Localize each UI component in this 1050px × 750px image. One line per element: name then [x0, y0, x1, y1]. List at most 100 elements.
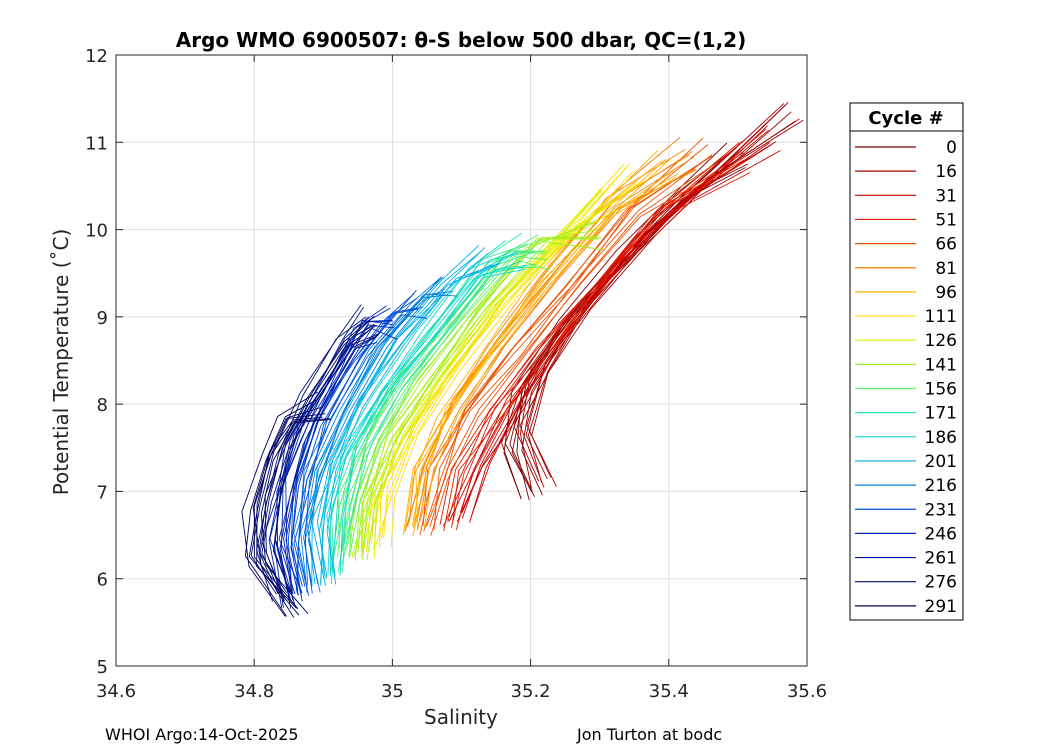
series-line-cycle-216: [303, 276, 444, 586]
legend-label-96: 96: [935, 283, 957, 303]
series-line-cycle-216: [307, 291, 453, 585]
legend-label-201: 201: [925, 452, 957, 472]
series-line-cycle-141: [352, 238, 599, 559]
legend: Cycle # 0 16 31 51 66 81 96 111 126 141 156 171 186 2…: [849, 102, 964, 621]
series-line-cycle-291: [244, 399, 318, 617]
legend-label-31: 31: [935, 186, 957, 206]
y-tick-label: 10: [85, 221, 108, 242]
series-line-cycle-171: [330, 251, 532, 572]
series-line-cycle-31: [469, 150, 781, 523]
x-tick-label: 35.6: [787, 681, 827, 702]
series-line-cycle-186: [326, 250, 519, 577]
series-line-cycle-276: [264, 324, 377, 602]
y-tick-label: 7: [97, 482, 108, 503]
series-line-cycle-201: [320, 264, 493, 586]
series-line-cycle-126: [373, 209, 616, 558]
series-line-cycle-0: [503, 142, 728, 499]
legend-label-16: 16: [935, 162, 957, 182]
legend-entries: 0 16 31 51 66 81 96 111 126 141 156 171 186 201 216 231…: [855, 138, 957, 617]
series-line-cycle-66: [433, 154, 713, 531]
series-line-cycle-156: [348, 256, 548, 558]
legend-label-141: 141: [925, 355, 957, 375]
series-line-cycle-96: [404, 149, 659, 532]
y-tick-label: 8: [97, 395, 108, 416]
legend-label-246: 246: [925, 524, 957, 544]
series-line-cycle-171: [341, 266, 537, 565]
series-line-cycle-291: [252, 416, 323, 618]
y-tick-label: 9: [97, 308, 108, 329]
x-axis-label: Salinity: [424, 705, 498, 729]
series-line-cycle-96: [412, 170, 674, 536]
x-tick-label: 35: [381, 681, 404, 702]
series-line-cycle-186: [339, 266, 526, 576]
y-tick-label: 5: [97, 657, 108, 678]
legend-label-231: 231: [925, 500, 957, 520]
series-line-cycle-246: [290, 324, 395, 602]
series-line-cycle-186: [329, 269, 525, 577]
series-line-cycle-66: [430, 164, 714, 536]
legend-label-51: 51: [935, 210, 957, 230]
series-line-cycle-51: [450, 172, 751, 528]
series-line-cycle-96: [402, 160, 663, 536]
series-line-cycle-66: [429, 173, 716, 528]
series-line-cycle-291: [253, 418, 330, 610]
legend-title: Cycle #: [868, 108, 943, 129]
series-line-cycle-66: [423, 144, 709, 532]
series-line-cycle-201: [311, 245, 480, 588]
series-line-cycle-291: [248, 413, 326, 616]
series-line-cycle-261: [274, 316, 369, 608]
series-line-cycle-66: [419, 155, 712, 536]
series-line-cycle-171: [329, 243, 528, 575]
series-line-cycle-31: [459, 125, 768, 513]
series-line-cycle-96: [413, 176, 677, 528]
legend-label-111: 111: [925, 307, 957, 327]
series-line-cycle-51: [439, 141, 740, 525]
series-line-cycle-231: [297, 314, 428, 596]
series-layer: [241, 101, 804, 618]
y-axis-label: Potential Temperature (˚C): [49, 229, 73, 496]
series-line-cycle-126: [373, 202, 612, 551]
axes-box: [115, 54, 808, 667]
legend-label-276: 276: [925, 573, 957, 593]
legend-label-66: 66: [935, 235, 957, 255]
legend-label-291: 291: [925, 597, 957, 617]
legend-label-261: 261: [925, 549, 957, 569]
series-line-cycle-186: [330, 260, 522, 585]
footer-author: Jon Turton at bodc: [577, 725, 723, 744]
ticks: 34.6 34.8 35 35.2 35.4 35.6 5 6 7 8 9 10 11 12: [85, 46, 827, 702]
y-tick-label: 12: [85, 46, 108, 67]
y-tick-label: 6: [97, 570, 108, 591]
series-line-cycle-51: [443, 152, 744, 532]
series-line-cycle-216: [307, 293, 458, 593]
legend-label-186: 186: [925, 428, 957, 448]
chart-title: Argo WMO 6900507: θ-S below 500 dbar, QC…: [176, 28, 746, 52]
series-line-cycle-186: [321, 240, 507, 579]
series-line-cycle-276: [261, 334, 379, 596]
series-line-cycle-201: [326, 263, 500, 585]
x-tick-label: 35.2: [511, 681, 551, 702]
legend-label-81: 81: [935, 259, 957, 279]
x-tick-label: 35.4: [649, 681, 689, 702]
series-line-cycle-261: [283, 342, 378, 601]
series-line-cycle-291: [260, 418, 332, 614]
series-line-cycle-291: [241, 391, 318, 617]
y-tick-label: 11: [85, 133, 108, 154]
legend-label-126: 126: [925, 331, 957, 351]
series-line-cycle-261: [279, 336, 377, 609]
series-line-cycle-51: [442, 159, 745, 527]
series-line-cycle-66: [426, 155, 713, 527]
legend-label-171: 171: [925, 404, 957, 424]
legend-label-216: 216: [925, 476, 957, 496]
legend-label-0: 0: [946, 138, 957, 158]
series-line-cycle-276: [272, 332, 380, 592]
series-line-cycle-51: [447, 141, 743, 523]
series-line-cycle-111: [365, 163, 625, 549]
footer-source: WHOI Argo:14-Oct-2025: [105, 725, 299, 744]
x-tick-label: 34.6: [96, 681, 136, 702]
series-line-cycle-141: [362, 241, 606, 560]
series-line-cycle-96: [411, 158, 667, 527]
x-tick-label: 34.8: [234, 681, 274, 702]
legend-label-156: 156: [925, 380, 957, 400]
series-line-cycle-141: [366, 237, 603, 560]
